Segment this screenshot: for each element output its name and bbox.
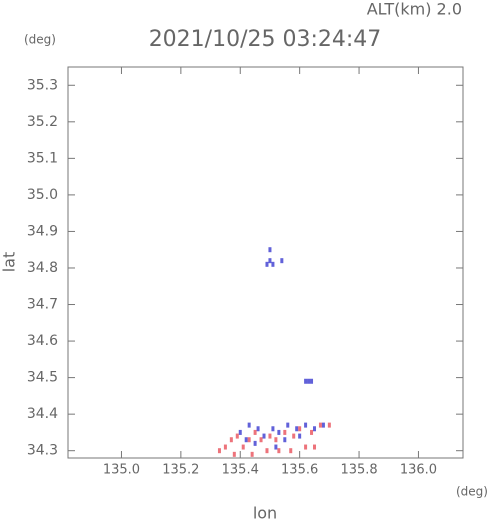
echo-point [268, 258, 272, 264]
echo-point [292, 433, 296, 439]
y-axis-label: lat [0, 252, 19, 273]
echo-point [271, 426, 275, 432]
y-tick-label: 34.6 [27, 333, 58, 349]
echo-point [277, 429, 281, 435]
echo-point [304, 422, 308, 428]
echo-point [271, 261, 275, 267]
y-tick-label: 34.3 [27, 443, 58, 459]
echo-point [241, 444, 245, 450]
echo-point [253, 429, 257, 435]
echo-point [274, 437, 278, 443]
echo-point [223, 444, 227, 450]
x-tick-label: 135.6 [281, 463, 318, 478]
echo-point [238, 429, 242, 435]
echo-point [247, 422, 251, 428]
echo-point [247, 437, 251, 443]
x-tick-label: 135.2 [162, 463, 199, 478]
echo-point [268, 433, 272, 439]
y-tick-label: 35.2 [27, 114, 58, 130]
echo-point [265, 261, 269, 267]
echo-point [298, 426, 302, 432]
y-tick-label: 35.3 [27, 77, 58, 93]
plot-frame [67, 66, 464, 459]
echo-point [217, 448, 221, 454]
echo-point [289, 448, 293, 454]
echo-point [250, 451, 254, 457]
echo-point [295, 426, 299, 432]
y-unit: (deg) [24, 33, 56, 47]
chart-title: 2021/10/25 03:24:47 [149, 27, 382, 52]
echo-point [286, 422, 290, 428]
echo-point [277, 448, 281, 454]
echo-point [259, 437, 263, 443]
y-tick-label: 34.4 [27, 406, 58, 422]
echo-point [274, 444, 278, 450]
altitude-label: ALT(km) 2.0 [367, 0, 462, 19]
echo-point [283, 429, 287, 435]
y-tick-label: 34.7 [27, 297, 58, 313]
echo-point [262, 433, 266, 439]
echo-point [318, 422, 322, 428]
echo-point [298, 433, 302, 439]
x-tick-label: 135.4 [222, 463, 259, 478]
echo-point [235, 433, 239, 439]
echo-point [313, 444, 317, 450]
y-tick-label: 35.0 [27, 187, 58, 203]
y-tick-label: 34.9 [27, 223, 58, 239]
x-tick-label: 135.0 [103, 463, 140, 478]
x-unit: (deg) [456, 485, 488, 499]
echo-point [313, 426, 317, 432]
x-tick-label: 136.0 [400, 463, 437, 478]
echo-point [327, 422, 331, 428]
echo-point [280, 258, 284, 264]
echo-point [304, 444, 308, 450]
x-axis-label: lon [253, 504, 277, 522]
echo-point [268, 247, 272, 253]
echo-point [310, 429, 314, 435]
x-tick-label: 135.8 [340, 463, 377, 478]
y-tick-label: 34.5 [27, 370, 58, 386]
echo-point [232, 451, 236, 457]
echo-point [310, 378, 314, 384]
y-tick-label: 34.8 [27, 260, 58, 276]
echo-point [265, 448, 269, 454]
echo-point [321, 422, 325, 428]
echo-point [256, 426, 260, 432]
echo-point [244, 437, 248, 443]
echo-point [307, 378, 311, 384]
echo-point [229, 437, 233, 443]
echo-point [253, 440, 257, 446]
y-tick-label: 35.1 [27, 150, 58, 166]
echo-point [304, 378, 308, 384]
echo-point [283, 437, 287, 443]
